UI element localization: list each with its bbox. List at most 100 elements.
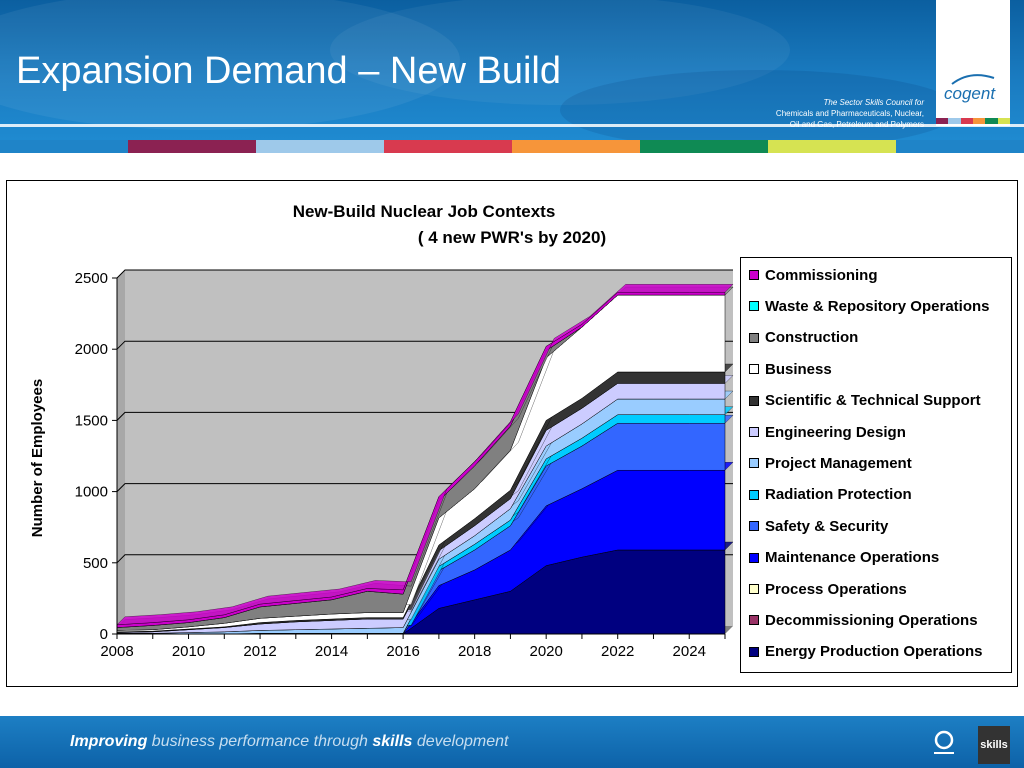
color-band-segment — [256, 140, 384, 153]
y-tick-label: 0 — [100, 626, 108, 643]
tagline-line: Oil and Gas, Petroleum and Polymers — [789, 120, 924, 129]
legend-swatch — [749, 552, 759, 563]
color-band-segment — [384, 140, 512, 153]
y-ticks: 0 500 1000 1500 2000 2500 — [75, 270, 117, 643]
x-tick-label: 2016 — [386, 643, 419, 660]
y-tick-label: 2000 — [75, 341, 108, 358]
header-texture — [0, 0, 1024, 140]
stacked-areas — [116, 284, 734, 635]
footer-word: business performance through — [147, 733, 373, 750]
chart-canvas: 0 500 1000 1500 2000 2500 2008 2010 2012 2014 201… — [29, 202, 734, 660]
legend-label: Radiation Protection — [765, 486, 912, 504]
legend-swatch — [749, 427, 759, 437]
chart-frame: 0 500 1000 1500 2000 2500 2008 2010 2012 2014 201… — [6, 180, 1018, 687]
legend-label: Process Operations — [765, 580, 907, 598]
x-tick-label: 2012 — [243, 643, 276, 660]
x-tick-label: 2024 — [673, 643, 706, 660]
legend-item: Maintenance Operations — [749, 549, 939, 567]
header-banner: Expansion Demand – New Build The Sector … — [0, 0, 1024, 140]
x-tick-label: 2008 — [100, 643, 133, 660]
legend-label: Commissioning — [765, 266, 878, 284]
legend-swatch — [749, 615, 759, 626]
cogent-logo: cogent — [936, 0, 1010, 126]
legend-item: Project Management — [749, 454, 912, 472]
legend-item: Scientific & Technical Support — [749, 392, 981, 410]
footer-word: skills — [372, 733, 413, 750]
legend-label: Waste & Repository Operations — [765, 297, 990, 315]
chart-subtitle: ( 4 new PWR's by 2020) — [418, 228, 606, 247]
legend-item: Safety & Security — [749, 517, 888, 535]
legend-swatch — [749, 395, 759, 406]
legend-item: Energy Production Operations — [749, 643, 983, 661]
color-band — [0, 140, 1024, 153]
logo-stripe — [960, 118, 973, 124]
logo-stripe — [948, 118, 961, 124]
logo-stripes — [936, 118, 1010, 124]
logo-stripe — [936, 118, 949, 124]
logo-stripe — [985, 118, 998, 124]
y-axis-label: Number of Employees — [29, 379, 46, 537]
gridline — [116, 340, 733, 350]
legend-item: Business — [749, 360, 832, 378]
legend-label: Business — [765, 360, 832, 378]
legend-label: Maintenance Operations — [765, 549, 940, 567]
legend-item: Process Operations — [749, 580, 907, 598]
color-band-segment — [512, 140, 640, 153]
x-tick-label: 2014 — [315, 643, 348, 660]
legend-label: Decommissioning Operations — [765, 611, 978, 629]
y-tick-label: 2500 — [75, 270, 108, 287]
plot-side-wall — [117, 270, 125, 634]
investors-in-people-icon — [934, 730, 954, 754]
logo-stripe — [997, 118, 1010, 124]
chart-title: New-Build Nuclear Job Contexts — [293, 202, 556, 221]
x-tick-label: 2018 — [458, 643, 491, 660]
sector-tagline: The Sector Skills Council for Chemicals … — [624, 97, 924, 130]
x-tick-label: 2022 — [601, 643, 634, 660]
color-band-segment — [0, 140, 128, 153]
y-tick-label: 1000 — [75, 484, 108, 501]
chart-legend: Commissioning Waste & Repository Operatio… — [740, 257, 1012, 673]
legend-item: Waste & Repository Operations — [749, 297, 990, 315]
legend-label: Project Management — [765, 454, 912, 472]
footer-slogan: Improving business performance through s… — [70, 733, 508, 751]
logo-swoosh-icon — [951, 74, 995, 85]
legend-swatch — [749, 332, 759, 343]
tagline-line: The Sector Skills Council for — [823, 98, 924, 107]
legend-label: Construction — [765, 329, 859, 347]
legend-label: Safety & Security — [765, 517, 889, 535]
slide-title: Expansion Demand – New Build — [16, 50, 561, 92]
color-band-segment — [896, 140, 1024, 153]
legend-swatch — [749, 489, 759, 500]
skills-logo: skills — [978, 726, 1010, 764]
legend-swatch — [749, 521, 759, 532]
logo-stripe — [972, 118, 986, 124]
legend-swatch — [749, 364, 759, 375]
legend-label: Scientific & Technical Support — [765, 392, 981, 410]
legend-swatch — [749, 301, 759, 312]
logo-text: cogent — [944, 84, 996, 103]
footer-banner — [0, 716, 1024, 768]
legend-item: Construction — [749, 329, 858, 347]
legend-label: Energy Production Operations — [765, 643, 983, 661]
x-ticks: 2008 2010 2012 2014 2016 2018 2020 2022 2024 — [100, 634, 726, 660]
color-band-segment — [768, 140, 896, 153]
legend-item: Engineering Design — [749, 423, 906, 441]
area-series-top — [116, 284, 734, 625]
legend-item: Commissioning — [749, 266, 878, 284]
footer-word: Improving — [70, 733, 148, 750]
legend-swatch — [749, 270, 759, 280]
color-band-segment — [640, 140, 768, 153]
x-tick-label: 2020 — [529, 643, 562, 660]
legend-label: Engineering Design — [765, 423, 906, 441]
x-tick-label: 2010 — [172, 643, 205, 660]
footer-word: development — [412, 733, 509, 750]
color-band-segment — [128, 140, 256, 153]
legend-item: Decommissioning Operations — [749, 611, 978, 629]
legend-item: Radiation Protection — [749, 486, 912, 504]
legend-swatch — [749, 458, 759, 469]
tagline-line: Chemicals and Pharmaceuticals, Nuclear, — [775, 109, 924, 118]
y-tick-label: 500 — [83, 555, 108, 572]
y-tick-label: 1500 — [75, 412, 108, 429]
legend-swatch — [749, 584, 759, 594]
gridline — [116, 269, 733, 279]
